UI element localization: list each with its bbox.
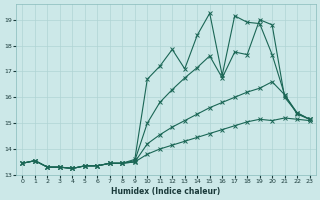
X-axis label: Humidex (Indice chaleur): Humidex (Indice chaleur) [111,187,221,196]
